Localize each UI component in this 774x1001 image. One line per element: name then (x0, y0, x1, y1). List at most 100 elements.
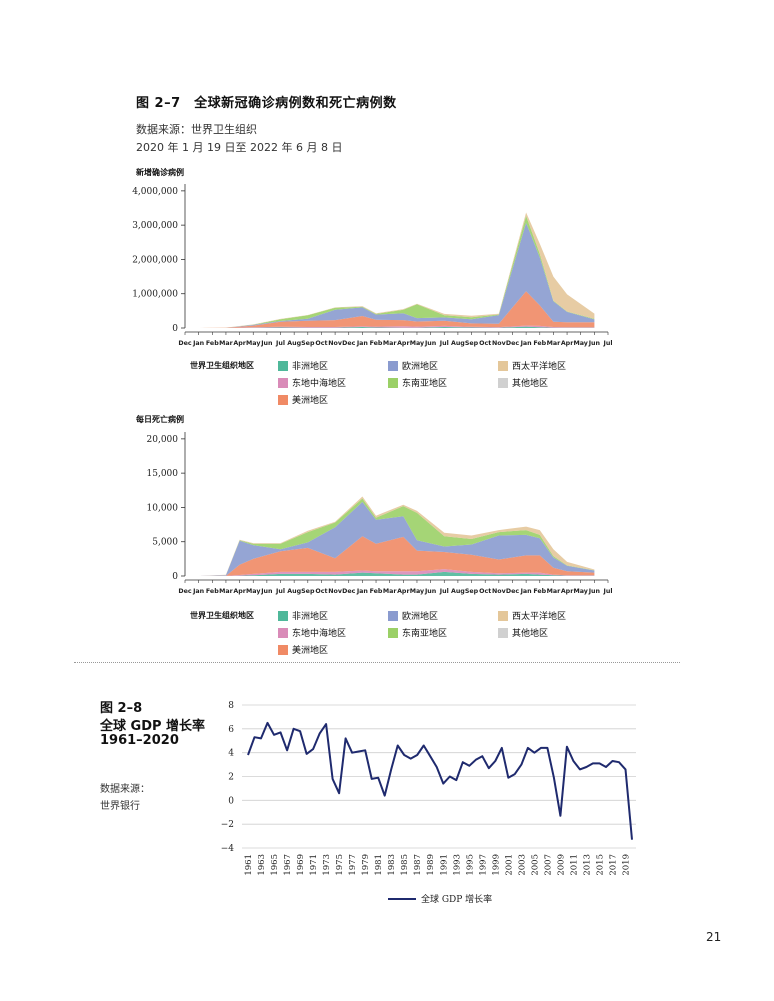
deaths-xtick-label: May (573, 588, 587, 595)
legend-label: 非洲地区 (292, 362, 329, 372)
deaths-legend-item: 东地中海地区 (278, 626, 388, 639)
legend-label: 其他地区 (512, 379, 549, 389)
cases-legend-item: 东地中海地区 (278, 376, 388, 389)
deaths-series-1 (198, 569, 595, 576)
deaths-xtick-label: Apr (397, 588, 410, 595)
legend-swatch (278, 394, 288, 405)
cases-xtick-label: Dec (506, 340, 519, 347)
deaths-xtick-label: Jun (588, 588, 600, 595)
legend-swatch (278, 627, 288, 638)
gdp-xtick-label: 2005 (530, 854, 540, 876)
deaths-xtick-label: Sep (301, 588, 315, 595)
cases-xtick-label: Jan (192, 340, 204, 347)
gdp-xtick-label: 1967 (283, 854, 293, 876)
deaths-xtick-label: May (246, 588, 260, 595)
cases-legend-item: 美洲地区 (278, 393, 388, 406)
deaths-series-3 (198, 501, 595, 576)
gdp-xtick-label: 1993 (452, 854, 462, 876)
legend-label: 东南亚地区 (402, 629, 448, 639)
deaths-xtick-label: Aug (287, 588, 301, 595)
cases-xtick-label: Jun (260, 340, 272, 347)
cases-xtick-label: Oct (315, 340, 327, 347)
cases-xtick-label: Feb (370, 340, 383, 347)
cases-xtick-label: Feb (533, 340, 546, 347)
page-number: 21 (706, 930, 722, 944)
gdp-xtick-label: 1987 (413, 854, 423, 876)
deaths-series-4 (198, 498, 595, 576)
legend-swatch (498, 377, 508, 388)
deaths-xtick-label: Oct (479, 588, 491, 595)
gdp-xtick-label: 1995 (465, 854, 475, 876)
gdp-ytick-label: 8 (228, 701, 234, 711)
gdp-xtick-label: 1965 (270, 854, 280, 876)
figure-2-8-number: 图 2–8 (100, 701, 143, 716)
deaths-xtick-label: Sep (465, 588, 479, 595)
cases-xtick-label: May (573, 340, 587, 347)
section-divider (74, 662, 680, 663)
cases-legend-item: 非洲地区 (278, 359, 388, 372)
gdp-xtick-label: 1997 (478, 854, 488, 876)
gdp-xtick-label: 2013 (582, 854, 592, 876)
deaths-xtick-label: Apr (561, 588, 574, 595)
gdp-xtick-label: 2003 (517, 854, 527, 876)
figure-2-8-title: 全球 GDP 增长率 (100, 719, 206, 734)
legend-label: 西太平洋地区 (512, 362, 567, 372)
gdp-xtick-label: 1991 (439, 854, 449, 876)
deaths-ytick-label: 10,000 (147, 503, 179, 513)
legend-title-2: 世界卫生组织地区 (190, 611, 254, 620)
deaths-xtick-label: Jul (275, 588, 285, 595)
deaths-ytick-label: 15,000 (147, 469, 179, 479)
legend-swatch (278, 610, 288, 621)
cases-ytick-label: 0 (172, 324, 178, 334)
legend-label: 非洲地区 (292, 612, 329, 622)
cases-xtick-label: Dec (342, 340, 355, 347)
deaths-xtick-label: Jun (424, 588, 436, 595)
cases-xtick-label: Jul (603, 340, 613, 347)
gdp-xtick-label: 1989 (426, 854, 436, 876)
gdp-xtick-label: 2011 (569, 854, 579, 876)
cases-xtick-label: Aug (451, 340, 465, 347)
deaths-ytick-label: 0 (172, 572, 178, 582)
deaths-legend-item: 欧洲地区 (388, 609, 498, 622)
cases-xtick-label: Sep (301, 340, 315, 347)
cases-xtick-label: Jul (275, 340, 285, 347)
gdp-xtick-label: 1961 (244, 854, 254, 876)
legend-swatch (388, 627, 398, 638)
deaths-y-title: 每日死亡病例 (136, 415, 184, 424)
gdp-xtick-label: 1963 (257, 854, 267, 876)
cases-legend-item: 欧洲地区 (388, 359, 498, 372)
cases-xtick-label: Jan (520, 340, 532, 347)
figure-2-8-years: 1961–2020 (100, 733, 179, 748)
deaths-xtick-label: Mar (219, 588, 234, 595)
cases-xtick-label: Nov (492, 340, 507, 347)
deaths-xtick-label: Apr (233, 588, 246, 595)
figure-2-7-date-range: 2020 年 1 月 19 日至 2022 年 6 月 8 日 (136, 141, 343, 154)
gdp-xtick-label: 2017 (609, 854, 619, 876)
legend-label: 东南亚地区 (402, 379, 448, 389)
cases-ytick-label: 3,000,000 (132, 221, 178, 231)
gdp-xtick-label: 1977 (348, 854, 358, 876)
cases-xtick-label: Mar (383, 340, 398, 347)
deaths-legend-item: 其他地区 (498, 626, 608, 639)
cases-xtick-label: Sep (465, 340, 479, 347)
cases-xtick-label: Dec (178, 340, 191, 347)
figure-2-7-title: 图 2–7 全球新冠确诊病例数和死亡病例数 (136, 96, 397, 111)
cases-xtick-label: Apr (397, 340, 410, 347)
gdp-xtick-label: 1975 (335, 854, 345, 876)
cases-series-0 (198, 326, 595, 328)
legend-label: 西太平洋地区 (512, 612, 567, 622)
cases-legend-item: 西太平洋地区 (498, 359, 608, 372)
deaths-xtick-label: Mar (383, 588, 398, 595)
gdp-xtick-label: 1971 (309, 854, 319, 876)
deaths-xtick-label: Jun (260, 588, 272, 595)
legend-swatch (498, 610, 508, 621)
gdp-xtick-label: 2001 (504, 854, 514, 876)
region-legend-2: 非洲地区 欧洲地区 西太平洋地区 东地中海地区 东南亚地区 其他地区 美洲地区 (278, 609, 608, 656)
gdp-xtick-label: 1979 (361, 854, 371, 876)
cases-xtick-label: Apr (233, 340, 246, 347)
deaths-xtick-label: Feb (206, 588, 219, 595)
gdp-ytick-label: 2 (228, 773, 234, 783)
deaths-xtick-label: Jul (603, 588, 613, 595)
legend-swatch (498, 360, 508, 371)
deaths-xtick-label: Dec (342, 588, 355, 595)
